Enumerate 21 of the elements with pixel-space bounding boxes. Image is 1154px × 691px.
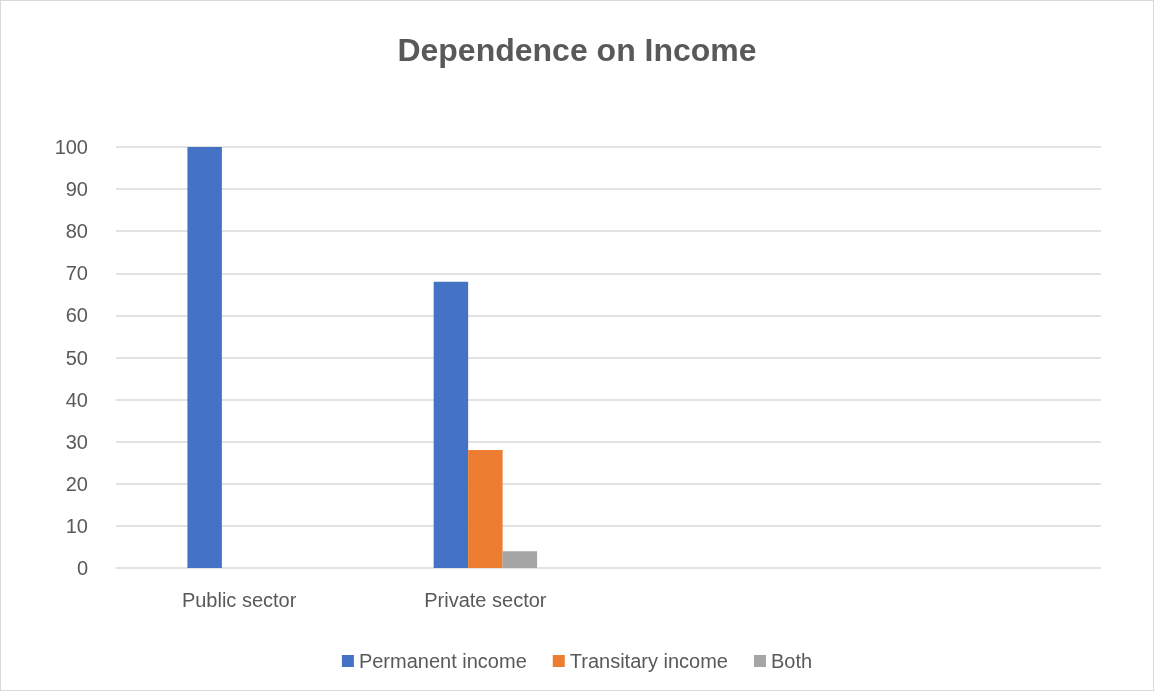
chart-title: Dependence on Income (397, 32, 757, 68)
y-tick-label: 60 (65, 304, 88, 327)
bar (468, 450, 503, 568)
y-tick-label: 80 (65, 220, 88, 243)
x-tick-label: Public sector (181, 589, 297, 611)
y-tick-label: 10 (65, 514, 88, 537)
y-tick-label: 100 (54, 136, 88, 158)
bar (433, 281, 469, 568)
legend-label: Transitary income (569, 650, 728, 672)
bar (187, 147, 222, 568)
x-tick-label: Private sector (424, 589, 547, 611)
y-tick-label: 70 (65, 262, 88, 285)
y-tick-label: 50 (65, 346, 88, 369)
y-tick-label: 0 (76, 557, 88, 579)
y-tick-label: 40 (65, 388, 88, 411)
y-tick-label: 20 (65, 472, 88, 495)
y-tick-label: 30 (65, 430, 88, 453)
legend-label: Permanent income (358, 650, 527, 672)
bar (502, 551, 538, 568)
legend-label: Both (770, 650, 813, 672)
y-tick-label: 90 (65, 178, 88, 201)
